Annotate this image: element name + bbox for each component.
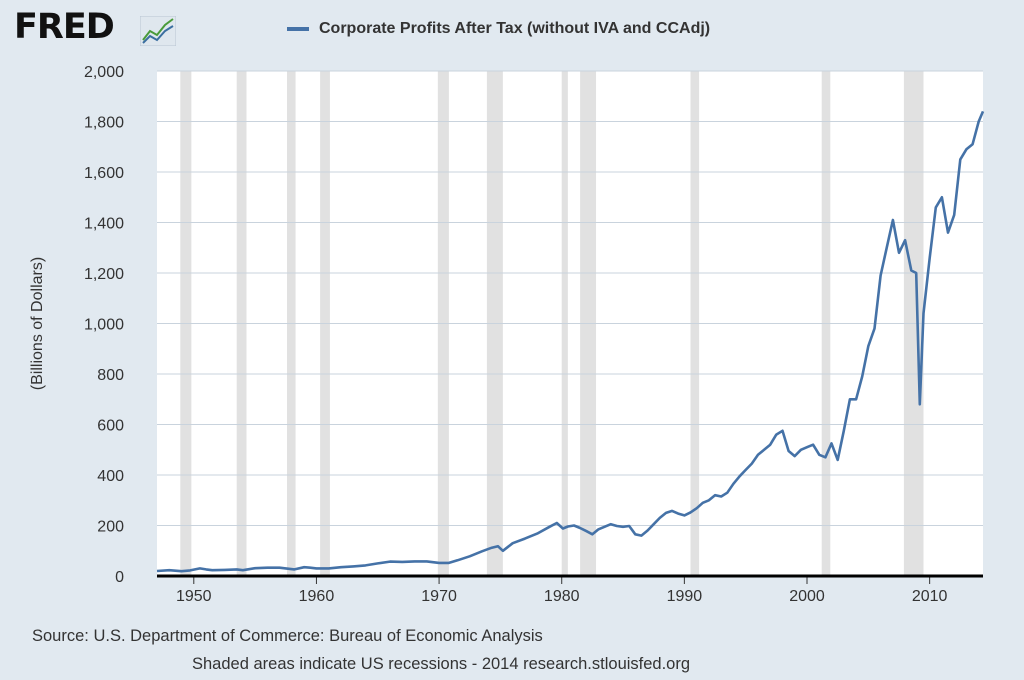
- y-tick-label: 800: [97, 367, 124, 384]
- y-axis-label: (Billions of Dollars): [29, 257, 46, 390]
- legend-series-label: Corporate Profits After Tax (without IVA…: [319, 20, 711, 37]
- fred-logo: FRED: [14, 7, 115, 47]
- y-tick-label: 1,800: [84, 115, 124, 132]
- y-tick-label: 600: [97, 418, 124, 435]
- y-tick-label: 1,200: [84, 266, 124, 283]
- x-tick-label: 1950: [176, 588, 212, 605]
- chart-legend: Corporate Profits After Tax (without IVA…: [287, 20, 710, 38]
- legend-swatch: [287, 27, 309, 31]
- x-tick-label: 1990: [667, 588, 703, 605]
- y-tick-label: 400: [97, 468, 124, 485]
- fred-graph-icon: [140, 16, 176, 46]
- recession-note: Shaded areas indicate US recessions - 20…: [192, 655, 691, 673]
- series-line: [156, 110, 985, 573]
- x-tick-label: 2010: [912, 588, 948, 605]
- y-tick-label: 0: [115, 569, 124, 586]
- source-note: Source: U.S. Department of Commerce: Bur…: [32, 627, 543, 645]
- x-tick-label: 1960: [299, 588, 335, 605]
- y-tick-label: 1,000: [84, 317, 124, 334]
- chart-area: 0 200 400 600 800 1,000 1,200 1,400 1,600 1,800 2,…: [29, 64, 985, 605]
- y-tick-label: 200: [97, 519, 124, 536]
- y-tick-label: 1,600: [84, 165, 124, 182]
- y-tick-label: 1,400: [84, 216, 124, 233]
- x-tick-label: 1980: [544, 588, 580, 605]
- y-tick-label: 2,000: [84, 64, 124, 81]
- x-tick-label: 1970: [421, 588, 457, 605]
- x-tick-label: 2000: [789, 588, 825, 605]
